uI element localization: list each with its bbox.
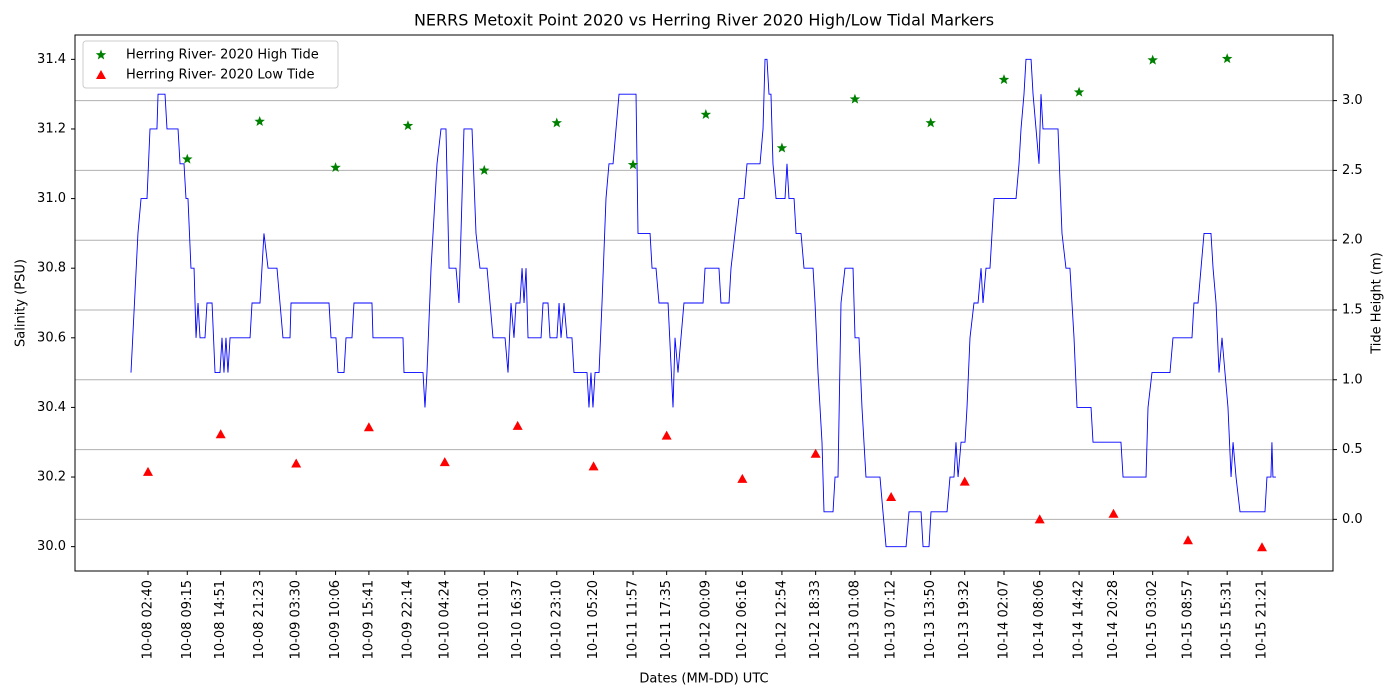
low-tide-marker [215, 429, 226, 439]
high-tide-marker [627, 159, 639, 170]
x-tick-label: 10-11 17:35 [659, 580, 674, 659]
x-tick-label: 10-08 21:23 [252, 580, 267, 659]
x-tick-label: 10-15 03:02 [1145, 580, 1160, 659]
x-tick-label: 10-09 10:06 [328, 580, 343, 659]
y2-tick-label: 0.0 [1342, 512, 1363, 527]
y2-tick-label: 2.5 [1342, 163, 1363, 178]
legend-box [82, 40, 339, 89]
low-tide-marker [439, 457, 450, 467]
high-tide-marker [700, 109, 712, 120]
x-tick-label: 10-12 18:33 [808, 580, 823, 659]
low-tide-marker [1256, 542, 1267, 552]
x-tick-label: 10-11 11:57 [626, 580, 641, 659]
high-tide-marker [1147, 54, 1158, 65]
x-tick-label: 10-12 00:09 [698, 580, 713, 659]
x-tick-label: 10-13 07:12 [884, 580, 899, 659]
salinity-line [130, 58, 1276, 548]
y2-tick-label: 0.5 [1342, 442, 1363, 457]
x-tick-label: 10-13 01:08 [847, 580, 862, 659]
low-tide-marker [142, 466, 153, 476]
high-tide-marker [551, 117, 562, 128]
x-tick-label: 10-09 15:41 [361, 580, 376, 659]
high-tide-marker [330, 162, 341, 173]
y-tick-label: 30.8 [37, 261, 66, 276]
plot-frame [74, 34, 1334, 572]
high-tide-marker [849, 93, 861, 104]
high-tide-marker [402, 120, 414, 131]
low-tide-marker [291, 458, 302, 468]
low-tide-marker [810, 448, 821, 458]
y2-axis-label: Tide Height (m) [1370, 252, 1385, 354]
y-tick-label: 31.4 [37, 52, 66, 67]
low-tide-marker [1034, 514, 1045, 524]
x-tick-label: 10-15 08:57 [1180, 580, 1195, 659]
x-tick-label: 10-11 05:20 [586, 580, 601, 659]
x-tick-label: 10-10 11:01 [477, 580, 492, 659]
x-tick-label: 10-08 02:40 [140, 580, 155, 659]
x-tick-label: 10-15 21:21 [1254, 580, 1269, 659]
x-tick-label: 10-10 23:10 [549, 580, 564, 659]
low-tide-marker [1108, 508, 1119, 518]
y-axis-label: Salinity (PSU) [14, 259, 29, 347]
x-tick-label: 10-09 03:30 [289, 580, 304, 659]
chart-title: NERRS Metoxit Point 2020 vs Herring Rive… [414, 11, 994, 30]
low-tide-marker [661, 430, 672, 440]
low-tide-marker [363, 422, 374, 432]
y-tick-label: 30.6 [37, 330, 66, 345]
high-tide-marker [998, 74, 1010, 85]
x-tick-label: 10-08 09:15 [180, 580, 195, 659]
high-tide-marker [182, 153, 193, 164]
x-tick-label: 10-15 15:31 [1220, 580, 1235, 659]
high-tide-marker [776, 142, 788, 153]
high-tide-marker [95, 49, 107, 60]
legend-label: Herring River- 2020 Low Tide [126, 68, 315, 83]
low-tide-marker [96, 70, 106, 79]
y2-tick-label: 3.0 [1342, 93, 1363, 108]
x-tick-label: 10-14 02:07 [997, 580, 1012, 659]
low-tide-marker [959, 476, 970, 486]
low-tide-marker [1182, 535, 1193, 545]
legend-label: Herring River- 2020 High Tide [126, 48, 319, 63]
x-tick-label: 10-13 19:32 [957, 580, 972, 659]
x-tick-label: 10-14 14:42 [1072, 580, 1087, 659]
x-tick-label: 10-10 04:24 [437, 580, 452, 659]
low-tide-marker [886, 492, 897, 502]
y-tick-label: 30.2 [37, 470, 66, 485]
y-tick-label: 31.2 [37, 121, 66, 136]
x-axis-label: Dates (MM-DD) UTC [639, 672, 768, 687]
high-tide-marker [254, 116, 265, 126]
low-tide-marker [737, 473, 748, 483]
low-tide-marker [588, 461, 599, 471]
y-tick-label: 30.4 [37, 400, 66, 415]
x-tick-label: 10-13 13:50 [923, 580, 938, 659]
high-tide-marker [925, 117, 936, 128]
high-tide-marker [1221, 53, 1233, 64]
y-tick-label: 31.0 [37, 191, 66, 206]
low-tide-marker [512, 420, 523, 430]
y2-tick-label: 1.0 [1342, 372, 1363, 387]
high-tide-marker [479, 164, 490, 175]
legend: Herring River- 2020 High Tide Herring Riv… [82, 40, 339, 89]
x-tick-label: 10-14 08:06 [1032, 580, 1047, 659]
x-tick-label: 10-08 14:51 [213, 580, 228, 659]
y-tick-label: 30.0 [37, 539, 66, 554]
high-tide-marker [1073, 86, 1085, 97]
x-tick-label: 10-12 06:16 [735, 580, 750, 659]
y2-tick-label: 2.0 [1342, 233, 1363, 248]
x-tick-label: 10-09 22:14 [400, 580, 415, 659]
x-tick-label: 10-10 16:37 [510, 580, 525, 659]
y2-tick-label: 1.5 [1342, 302, 1363, 317]
x-tick-label: 10-14 20:28 [1106, 580, 1121, 659]
x-tick-label: 10-12 12:54 [774, 580, 789, 659]
